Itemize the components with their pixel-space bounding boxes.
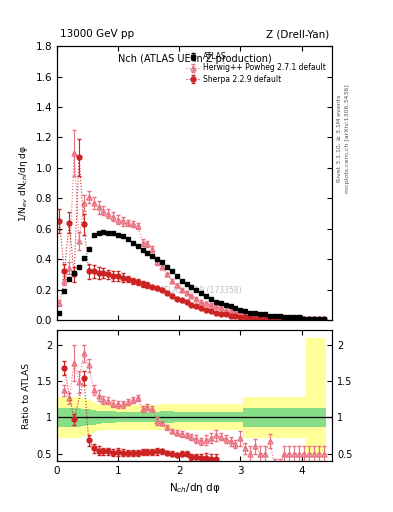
Text: mcplots.cern.ch [arXiv:1306.3436]: mcplots.cern.ch [arXiv:1306.3436] (345, 84, 350, 193)
Text: Rivet 3.1.10, ≥ 3.1M events: Rivet 3.1.10, ≥ 3.1M events (336, 95, 341, 182)
X-axis label: N$_{ch}$/dη dφ: N$_{ch}$/dη dφ (169, 481, 220, 495)
Text: ATLAS 2019 (173358): ATLAS 2019 (173358) (159, 286, 241, 295)
Legend: ATLAS, Herwig++ Powheg 2.7.1 default, Sherpa 2.2.9 default: ATLAS, Herwig++ Powheg 2.7.1 default, Sh… (184, 50, 328, 86)
Text: Nch (ATLAS UE in Z production): Nch (ATLAS UE in Z production) (118, 54, 272, 65)
Y-axis label: 1/N$_{ev}$ dN$_{ch}$/dη dφ: 1/N$_{ev}$ dN$_{ch}$/dη dφ (17, 144, 30, 222)
Y-axis label: Ratio to ATLAS: Ratio to ATLAS (22, 362, 31, 429)
Text: 13000 GeV pp: 13000 GeV pp (60, 29, 134, 39)
Text: Z (Drell-Yan): Z (Drell-Yan) (266, 29, 329, 39)
